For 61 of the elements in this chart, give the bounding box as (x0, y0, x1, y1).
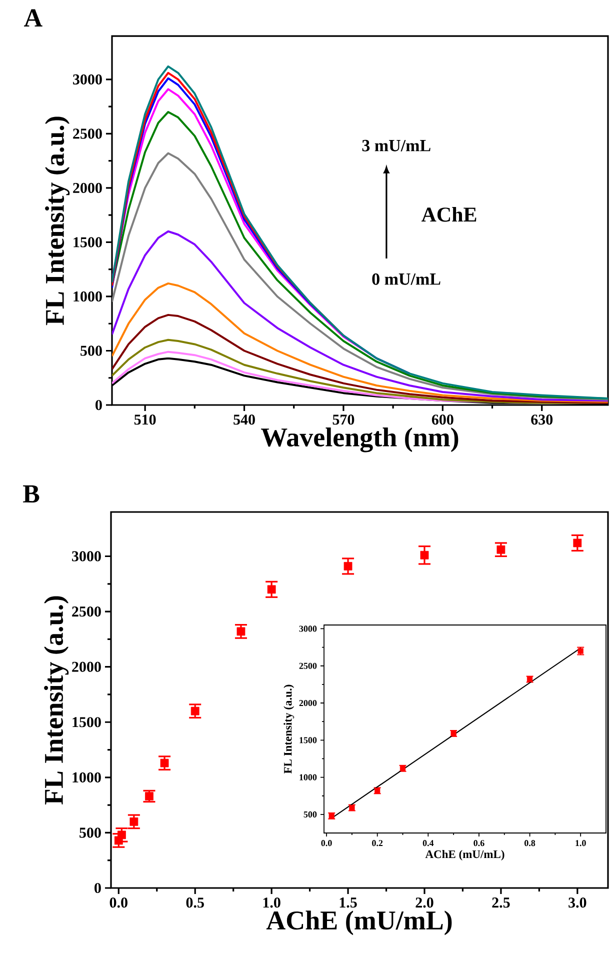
x-tick-label: 540 (234, 414, 255, 425)
x-tick-label: 600 (432, 414, 454, 425)
point (267, 585, 276, 594)
point (573, 538, 582, 548)
y-tick-label: 2000 (72, 662, 101, 672)
y-tick-label: 1500 (74, 237, 102, 248)
y-tick-label: 3000 (72, 551, 101, 562)
x-tick-label: 1.5 (340, 898, 357, 908)
point (190, 706, 200, 716)
y-tick-label: 1500 (72, 717, 101, 728)
x-tick-label: 1.0 (576, 840, 586, 846)
y-axis-title: FL Intensity (a.u.) (45, 116, 70, 326)
y-tick-label: 1500 (300, 737, 317, 744)
y-tick-label: 2500 (72, 606, 101, 617)
y-tick-label: 0 (94, 882, 101, 894)
x-axis-title: AChE (mU/mL) (425, 850, 504, 860)
y-tick-label: 3000 (299, 626, 317, 632)
x-tick-label: 0.8 (524, 840, 536, 846)
chart-title: A (24, 9, 42, 26)
x-tick-label: 0.6 (474, 840, 484, 846)
y-tick-label: 1000 (74, 291, 102, 302)
point (145, 792, 154, 800)
line-series (112, 314, 608, 404)
x-tick-label: 1.0 (263, 898, 280, 908)
point (344, 562, 352, 570)
x-axis-title: Wavelength (nm) (261, 428, 458, 452)
point (236, 627, 246, 636)
x-tick-label: 0.0 (321, 840, 332, 846)
y-tick-label: 500 (80, 346, 102, 356)
y-tick-label: 500 (304, 811, 317, 818)
y-tick-label: 1000 (300, 774, 317, 780)
x-tick-label: 570 (332, 414, 354, 425)
y-tick-label: 500 (80, 828, 101, 838)
x-tick-label: 0.5 (186, 898, 204, 908)
x-tick-label: 3.0 (568, 898, 586, 908)
x-tick-label: 630 (531, 414, 553, 425)
x-tick-label: 0.4 (422, 840, 434, 846)
point (420, 550, 429, 560)
y-tick-label: 0 (96, 400, 102, 410)
y-axis-title: FL Intensity (a.u.) (44, 596, 69, 805)
x-axis-title: AChE (mU/mL) (266, 910, 452, 936)
y-tick-label: 2000 (73, 182, 102, 194)
y-tick-label: 2000 (299, 700, 317, 706)
annotation: 3 mU/mL (362, 140, 430, 152)
y-tick-label: 3000 (73, 74, 102, 84)
y-axis-title: FL Intensity (a.u.) (284, 684, 294, 774)
x-tick-label: 510 (134, 414, 156, 425)
y-tick-label: 2500 (73, 128, 102, 139)
annotation: AChE (421, 206, 476, 222)
chart-title: B (23, 485, 40, 502)
y-tick-label: 2500 (299, 662, 317, 669)
line-series (112, 230, 608, 402)
x-tick-label: 0.2 (372, 840, 383, 846)
x-tick-label: 2.0 (416, 898, 434, 908)
point (130, 817, 138, 826)
point (160, 758, 169, 768)
annotation: 0 mU/mL (372, 273, 440, 285)
x-tick-label: 0.0 (110, 898, 128, 908)
y-tick-label: 1000 (72, 772, 101, 782)
point (496, 545, 506, 554)
x-tick-label: 2.5 (492, 898, 510, 908)
